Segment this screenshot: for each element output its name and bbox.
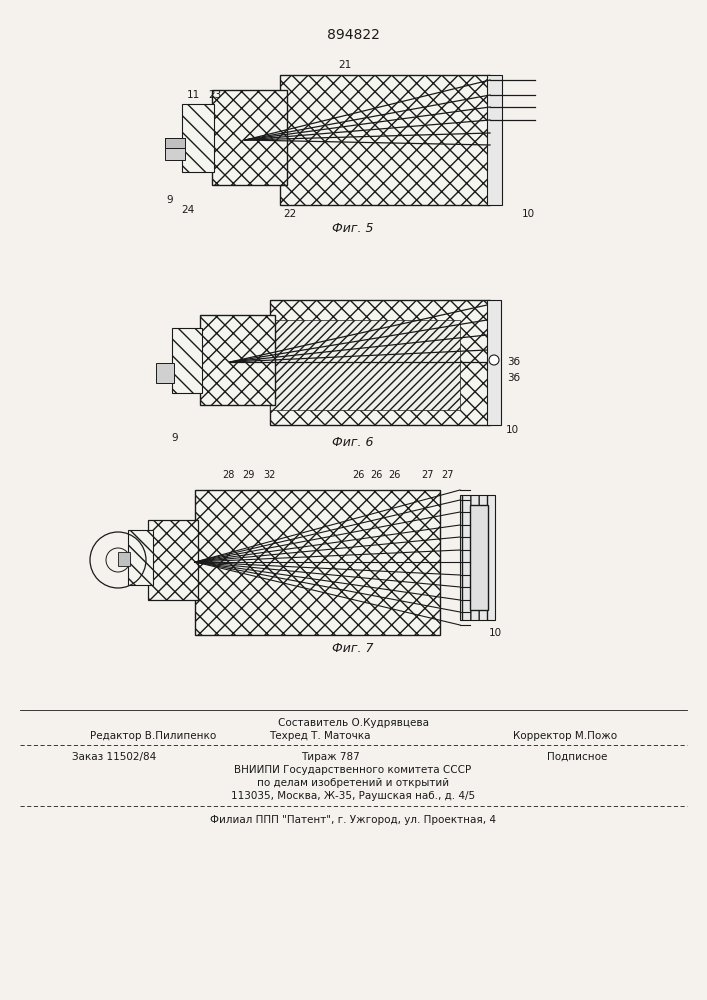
Text: Составитель О.Кудрявцева: Составитель О.Кудрявцева [278,718,428,728]
Bar [128,530,153,585]
Text: 3б: 3б [508,373,520,383]
Bar [270,320,460,410]
Text: Заказ 11502/84: Заказ 11502/84 [72,752,156,762]
Text: 3б: 3б [508,357,520,367]
Text: 26: 26 [370,470,382,480]
Text: 11: 11 [187,90,199,100]
Bar [118,552,130,566]
Text: 22: 22 [284,209,297,219]
Bar [195,490,440,635]
Text: 10: 10 [522,209,534,219]
Text: Фиг. 7: Фиг. 7 [332,642,374,654]
Bar [487,75,502,205]
Bar [148,520,198,600]
Text: 26: 26 [388,470,400,480]
Text: по делам изобретений и открытий: по делам изобретений и открытий [257,778,449,788]
Text: Корректор М.Пожо: Корректор М.Пожо [513,731,617,741]
Text: Редактор В.Пилипенко: Редактор В.Пилипенко [90,731,216,741]
Bar [182,104,214,172]
Text: 23: 23 [209,90,221,100]
Text: 32: 32 [264,470,276,480]
Text: Подписное: Подписное [547,752,607,762]
Bar [212,90,287,185]
Bar [487,300,501,425]
Circle shape [489,355,499,365]
Text: 894822: 894822 [327,28,380,42]
Bar [165,138,185,160]
Text: Техред Т. Маточка: Техред Т. Маточка [269,731,370,741]
Bar [165,138,185,148]
Text: 26: 26 [352,470,364,480]
Text: 9: 9 [172,433,178,443]
Text: Филиал ППП "Патент", г. Ужгород, ул. Проектная, 4: Филиал ППП "Патент", г. Ужгород, ул. Про… [210,815,496,825]
Bar [460,495,495,620]
Bar [172,328,202,393]
Text: Фиг. 6: Фиг. 6 [332,436,374,450]
Text: 29: 29 [242,470,255,480]
Text: 27: 27 [422,470,434,480]
Text: 10: 10 [489,628,501,638]
Text: 27: 27 [442,470,455,480]
Text: 10: 10 [506,425,518,435]
Text: 24: 24 [182,205,194,215]
Text: ВНИИПИ Государственного комитета СССР: ВНИИПИ Государственного комитета СССР [235,765,472,775]
Text: 28: 28 [222,470,234,480]
Bar [200,315,275,405]
Text: 113035, Москва, Ж-35, Раушская наб., д. 4/5: 113035, Москва, Ж-35, Раушская наб., д. … [231,791,475,801]
Text: Тираж 787: Тираж 787 [300,752,359,762]
Text: Фиг. 5: Фиг. 5 [332,222,374,234]
Bar [156,363,174,383]
Bar [270,300,490,425]
Bar [280,75,490,205]
Bar [470,505,488,610]
Text: 9: 9 [167,195,173,205]
Text: 21: 21 [339,60,351,70]
